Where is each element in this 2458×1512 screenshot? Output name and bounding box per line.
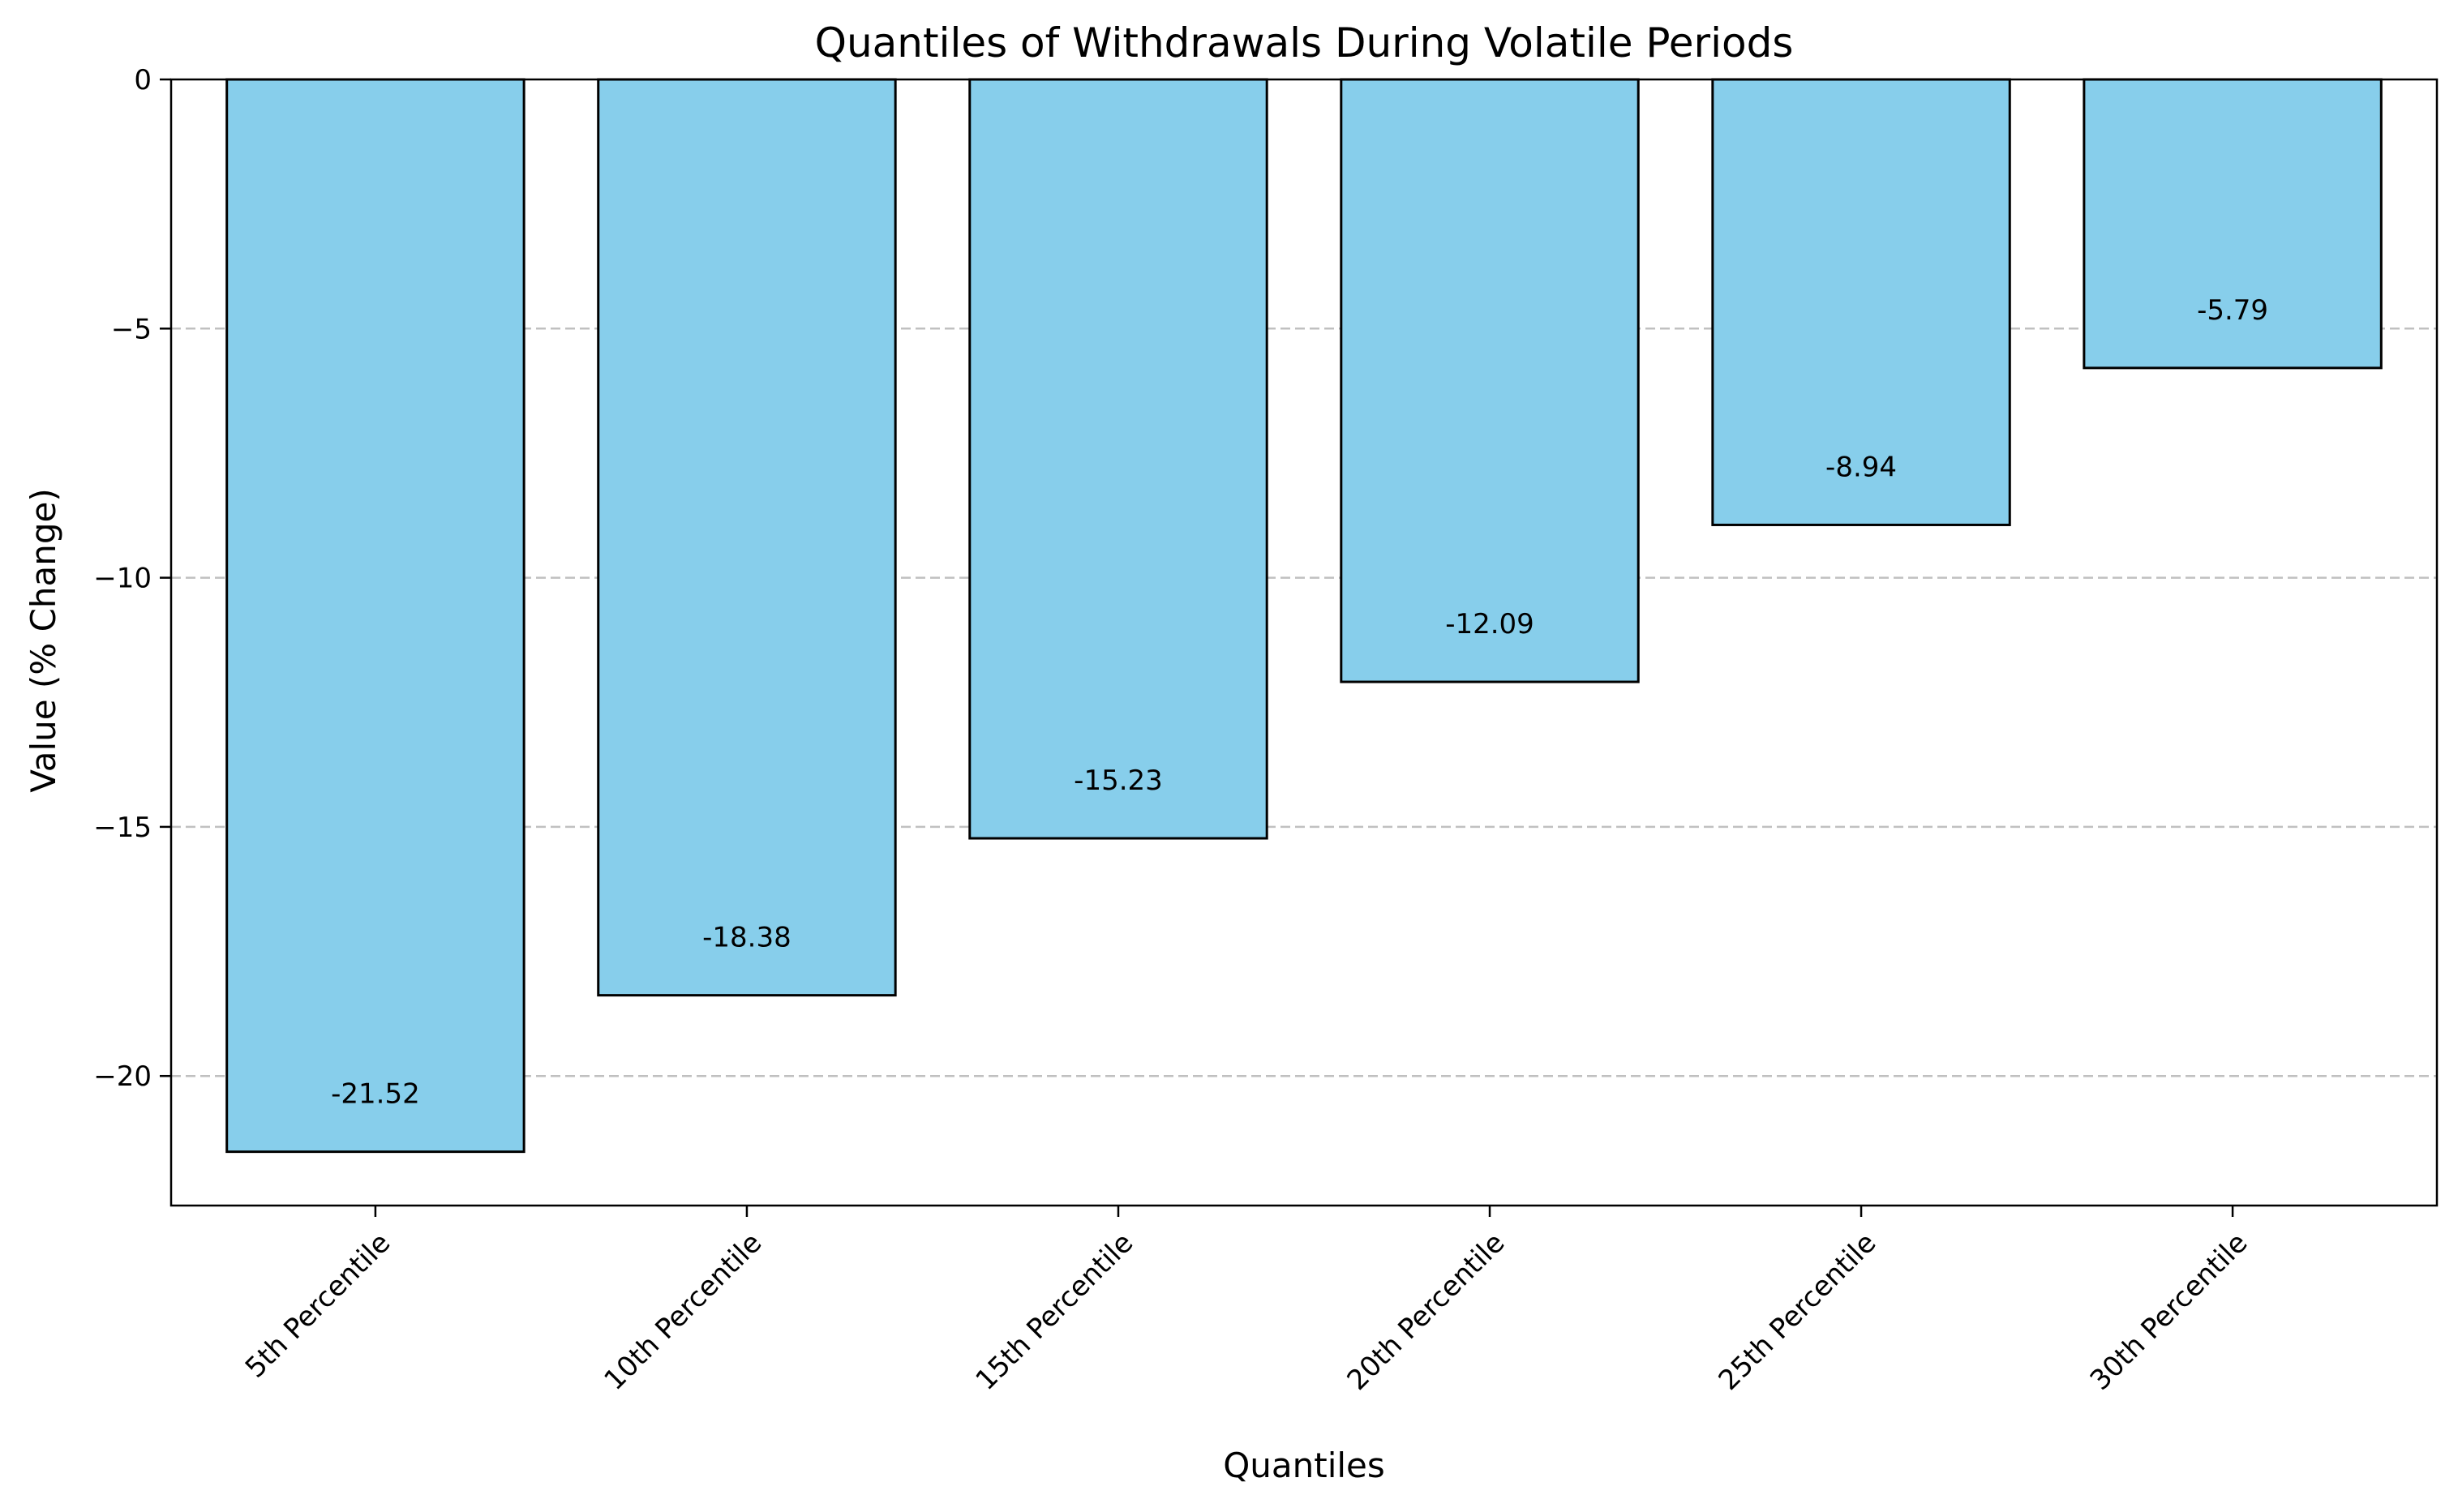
y-axis-label: Value (% Change) (24, 488, 63, 793)
y-tick-label: −10 (93, 563, 152, 595)
y-tick-label: −20 (93, 1060, 152, 1093)
y-tick-label: −15 (93, 812, 152, 844)
bar (225, 78, 525, 1154)
grid-lines (171, 328, 2437, 1077)
bar (597, 78, 897, 997)
x-tick-label: 30th Percentile (2084, 1227, 2254, 1397)
bar (1340, 78, 1640, 683)
plot-area-frame (169, 78, 2439, 1207)
bar (2083, 78, 2383, 370)
y-tick-label: −5 (111, 313, 152, 345)
data-label: -15.23 (1074, 765, 1163, 797)
bar (968, 78, 1268, 840)
x-axis-ticks: 5th Percentile 10th Percentile 15th Percen… (239, 1206, 2254, 1397)
data-label: -21.52 (331, 1078, 420, 1111)
chart-title: Quantiles of Withdrawals During Volatile… (815, 19, 1794, 66)
data-labels: -21.52 -18.38 -15.23 -12.09 -8.94 -5.79 (331, 294, 2268, 1111)
y-tick-label: 0 (134, 64, 152, 96)
x-tick-label: 15th Percentile (970, 1227, 1140, 1397)
x-tick-label: 25th Percentile (1713, 1227, 1883, 1397)
x-tick-label: 20th Percentile (1341, 1227, 1512, 1397)
x-tick-label: 5th Percentile (239, 1227, 397, 1384)
bars (225, 78, 2383, 1154)
data-label: -12.09 (1445, 608, 1534, 640)
y-axis-ticks: 0 −5 −10 −15 −20 (93, 64, 171, 1093)
bar (1711, 78, 2011, 526)
data-label: -5.79 (2197, 294, 2268, 327)
x-axis-label: Quantiles (1223, 1446, 1385, 1485)
data-label: -8.94 (1825, 451, 1897, 483)
data-label: -18.38 (702, 922, 791, 954)
x-tick-label: 10th Percentile (598, 1227, 769, 1397)
